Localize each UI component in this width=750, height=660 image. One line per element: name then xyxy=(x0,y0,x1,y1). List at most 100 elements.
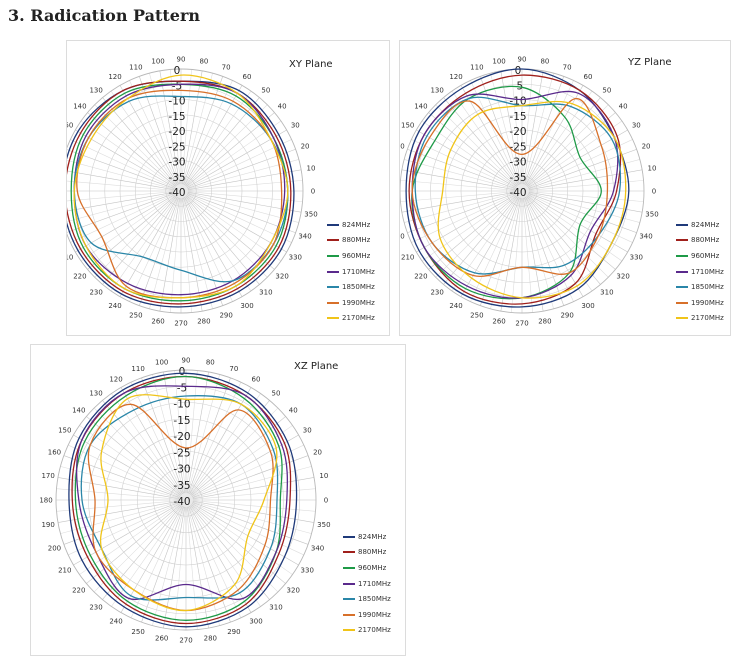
xz-legend-item: 1710MHz xyxy=(343,576,391,592)
xy-spoke xyxy=(182,196,213,309)
xz-spoke xyxy=(68,502,181,556)
yz-spoke xyxy=(526,194,616,270)
yz-spoke xyxy=(421,194,518,262)
yz-spoke xyxy=(522,196,544,312)
xy-angle-label: 60 xyxy=(243,73,252,81)
xy-spoke xyxy=(186,191,302,213)
xz-spoke xyxy=(102,504,183,600)
xy-plane-title: XY Plane xyxy=(289,59,333,70)
xy-angle-label: 70 xyxy=(222,63,231,71)
xz-plane-chart: 0 -5 -10 -15 -20 -25 -30 -35 -40 0 10 20 30 40 50 60 70 8… xyxy=(30,344,406,656)
yz-angle-label: 350 xyxy=(645,210,658,218)
xy-spoke xyxy=(94,195,177,278)
yz-spoke xyxy=(490,196,521,309)
yz-legend-swatch xyxy=(676,223,688,226)
yz-angle-label: 290 xyxy=(560,312,573,320)
xz-legend-swatch xyxy=(343,629,355,632)
xz-angle-label: 50 xyxy=(272,389,281,397)
xy-ring xyxy=(89,99,273,283)
xz-spoke xyxy=(191,500,315,523)
xz-spoke xyxy=(73,502,181,566)
xy-angle-label: 50 xyxy=(261,86,270,94)
yz-spoke xyxy=(524,196,574,302)
xy-spoke xyxy=(159,196,181,312)
yz-spoke xyxy=(404,159,517,190)
yz-spoke xyxy=(527,191,643,213)
yz-center xyxy=(515,184,529,198)
yz-angle-label: 40 xyxy=(619,103,628,111)
xz-spoke xyxy=(187,505,231,623)
xy-legend-item: 1710MHz xyxy=(327,264,375,280)
yz-ring xyxy=(460,129,584,253)
xy-spoke xyxy=(182,73,213,186)
yz-legend-swatch xyxy=(676,239,688,242)
yz-angle-label: 200 xyxy=(400,233,405,241)
xz-legend-label: 2170MHz xyxy=(358,626,391,635)
xy-legend: 824MHz 880MHz 960MHz 1710MHz 1850MHz 1990MHz 2… xyxy=(327,217,375,326)
xz-angle-label: 280 xyxy=(204,634,217,642)
xz-legend-item: 1990MHz xyxy=(343,607,391,623)
xz-angle-label: 200 xyxy=(48,544,61,552)
xy-spoke xyxy=(87,194,177,270)
xz-legend-item: 2170MHz xyxy=(343,623,391,639)
yz-spoke xyxy=(416,193,517,253)
yz-spoke xyxy=(522,69,533,186)
xz-legend-swatch xyxy=(343,613,355,616)
xy-spoke xyxy=(186,191,303,202)
xz-spoke xyxy=(56,500,181,512)
yz-legend-swatch xyxy=(676,270,688,273)
yz-spoke xyxy=(527,169,643,191)
xz-spoke xyxy=(191,455,309,499)
yz-polar-plot: 0-5-10-15-20-25-30-35-40 0102030405060708… xyxy=(400,56,672,328)
xy-spoke xyxy=(67,149,176,190)
xz-series-group xyxy=(68,372,298,628)
xz-angle-label: 80 xyxy=(206,359,215,367)
xy-angle-label: 230 xyxy=(89,289,102,297)
xz-angle-label: 340 xyxy=(311,544,324,552)
xz-ring-label: -40 xyxy=(173,496,190,508)
xy-spoke xyxy=(67,170,176,191)
xy-angle-label: 330 xyxy=(289,254,302,262)
yz-spoke xyxy=(523,196,565,306)
xy-spoke xyxy=(183,196,243,297)
xz-spoke xyxy=(188,505,252,613)
xy-legend-label: 960MHz xyxy=(342,251,371,260)
xy-angle-label: 220 xyxy=(73,272,86,280)
xz-spoke xyxy=(187,505,220,626)
xy-angle-label: 240 xyxy=(108,302,121,310)
xz-spoke xyxy=(189,400,270,496)
yz-spoke xyxy=(522,196,533,313)
xz-angle-label: 330 xyxy=(301,567,314,575)
yz-legend-item: 1990MHz xyxy=(676,295,724,311)
yz-spoke xyxy=(404,192,517,223)
xy-spoke xyxy=(149,196,180,309)
xy-spoke xyxy=(67,192,176,222)
xy-spoke xyxy=(182,196,224,306)
xy-ring xyxy=(150,160,212,222)
xy-angle-label: 260 xyxy=(151,317,164,325)
xz-ring xyxy=(153,467,219,533)
xz-series-1990MHz xyxy=(87,403,274,612)
xy-legend-label: 2170MHz xyxy=(342,314,375,323)
xz-ring xyxy=(136,450,236,550)
yz-ring-label: -25 xyxy=(509,141,526,153)
yz-spoke xyxy=(407,192,517,234)
xz-angle-label: 110 xyxy=(131,365,144,373)
xy-ring-label: -15 xyxy=(168,111,185,123)
yz-angle-label: 0 xyxy=(652,188,656,196)
xz-spoke xyxy=(111,504,183,607)
xz-spoke xyxy=(189,504,261,607)
yz-angle-label: 60 xyxy=(584,73,593,81)
yz-angle-label: 160 xyxy=(400,142,405,150)
xz-legend-swatch xyxy=(343,582,355,585)
xy-legend-swatch xyxy=(327,317,339,320)
yz-legend-swatch xyxy=(676,254,688,257)
xy-angle-label: 40 xyxy=(278,103,287,111)
xz-angle-label: 300 xyxy=(249,618,262,626)
xz-spoke xyxy=(191,477,315,500)
xy-spoke xyxy=(186,169,302,191)
page-title: 3. Radication Pattern xyxy=(8,6,201,25)
xy-spoke xyxy=(185,194,282,262)
xy-spoke xyxy=(181,196,203,312)
xz-angle-label: 210 xyxy=(58,567,71,575)
